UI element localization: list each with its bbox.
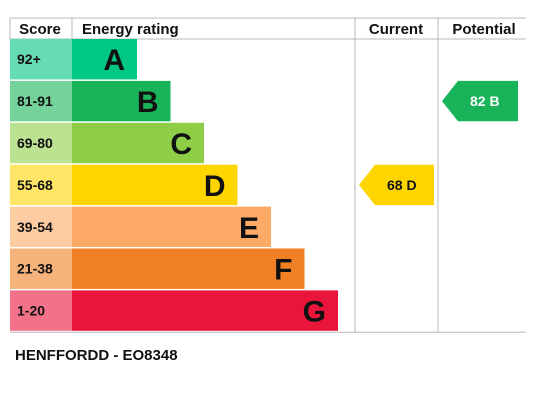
- band-g: 1-20 G: [10, 290, 338, 331]
- score-cell: [10, 122, 72, 164]
- band-letter: G: [303, 296, 326, 329]
- band-bar: [72, 248, 305, 289]
- score-label: 39-54: [17, 219, 53, 235]
- marker-label: 82 B: [470, 93, 500, 109]
- header-current: Current: [369, 21, 423, 38]
- score-cell: [10, 80, 72, 122]
- band-f: 21-38 F: [10, 248, 305, 289]
- score-label: 69-80: [17, 135, 53, 151]
- band-bar: [72, 80, 171, 122]
- score-label: 81-91: [17, 93, 53, 109]
- score-cell: [10, 39, 72, 80]
- potential-rating-marker: 82 B: [442, 80, 518, 122]
- marker-label: 68 D: [387, 177, 417, 193]
- header-energy-rating: Energy rating: [82, 21, 179, 38]
- band-letter: D: [204, 170, 226, 203]
- band-a: 92+ A: [10, 39, 137, 80]
- rating-bands: 92+ A 81-91 B 69-80 C 55-68 D 39-54 E 21-38 F 1-20 G: [10, 39, 338, 331]
- rating-markers: 68 D 82 B: [359, 80, 518, 206]
- band-letter: A: [103, 44, 125, 77]
- score-label: 55-68: [17, 177, 53, 193]
- band-bar: [72, 164, 238, 206]
- current-rating-marker: 68 D: [359, 164, 434, 206]
- property-reference: HENFFORDD - EO8348: [15, 347, 178, 364]
- band-letter: C: [170, 128, 192, 161]
- score-cell: [10, 290, 72, 331]
- marker-arrow: [359, 164, 434, 206]
- band-bar: [72, 206, 271, 247]
- band-letter: F: [274, 254, 292, 287]
- marker-arrow: [442, 80, 518, 122]
- score-label: 21-38: [17, 261, 53, 277]
- score-label: 92+: [17, 51, 41, 67]
- band-bar: [72, 39, 137, 80]
- band-d: 55-68 D: [10, 164, 238, 206]
- header-score: Score: [19, 21, 61, 38]
- band-letter: B: [137, 86, 159, 119]
- band-bar: [72, 122, 204, 164]
- score-cell: [10, 206, 72, 247]
- score-label: 1-20: [17, 303, 45, 319]
- header-potential: Potential: [452, 21, 515, 38]
- band-bar: [72, 290, 338, 331]
- band-e: 39-54 E: [10, 206, 271, 247]
- score-cell: [10, 164, 72, 206]
- band-b: 81-91 B: [10, 80, 171, 122]
- band-c: 69-80 C: [10, 122, 204, 164]
- band-letter: E: [239, 212, 259, 245]
- score-cell: [10, 248, 72, 289]
